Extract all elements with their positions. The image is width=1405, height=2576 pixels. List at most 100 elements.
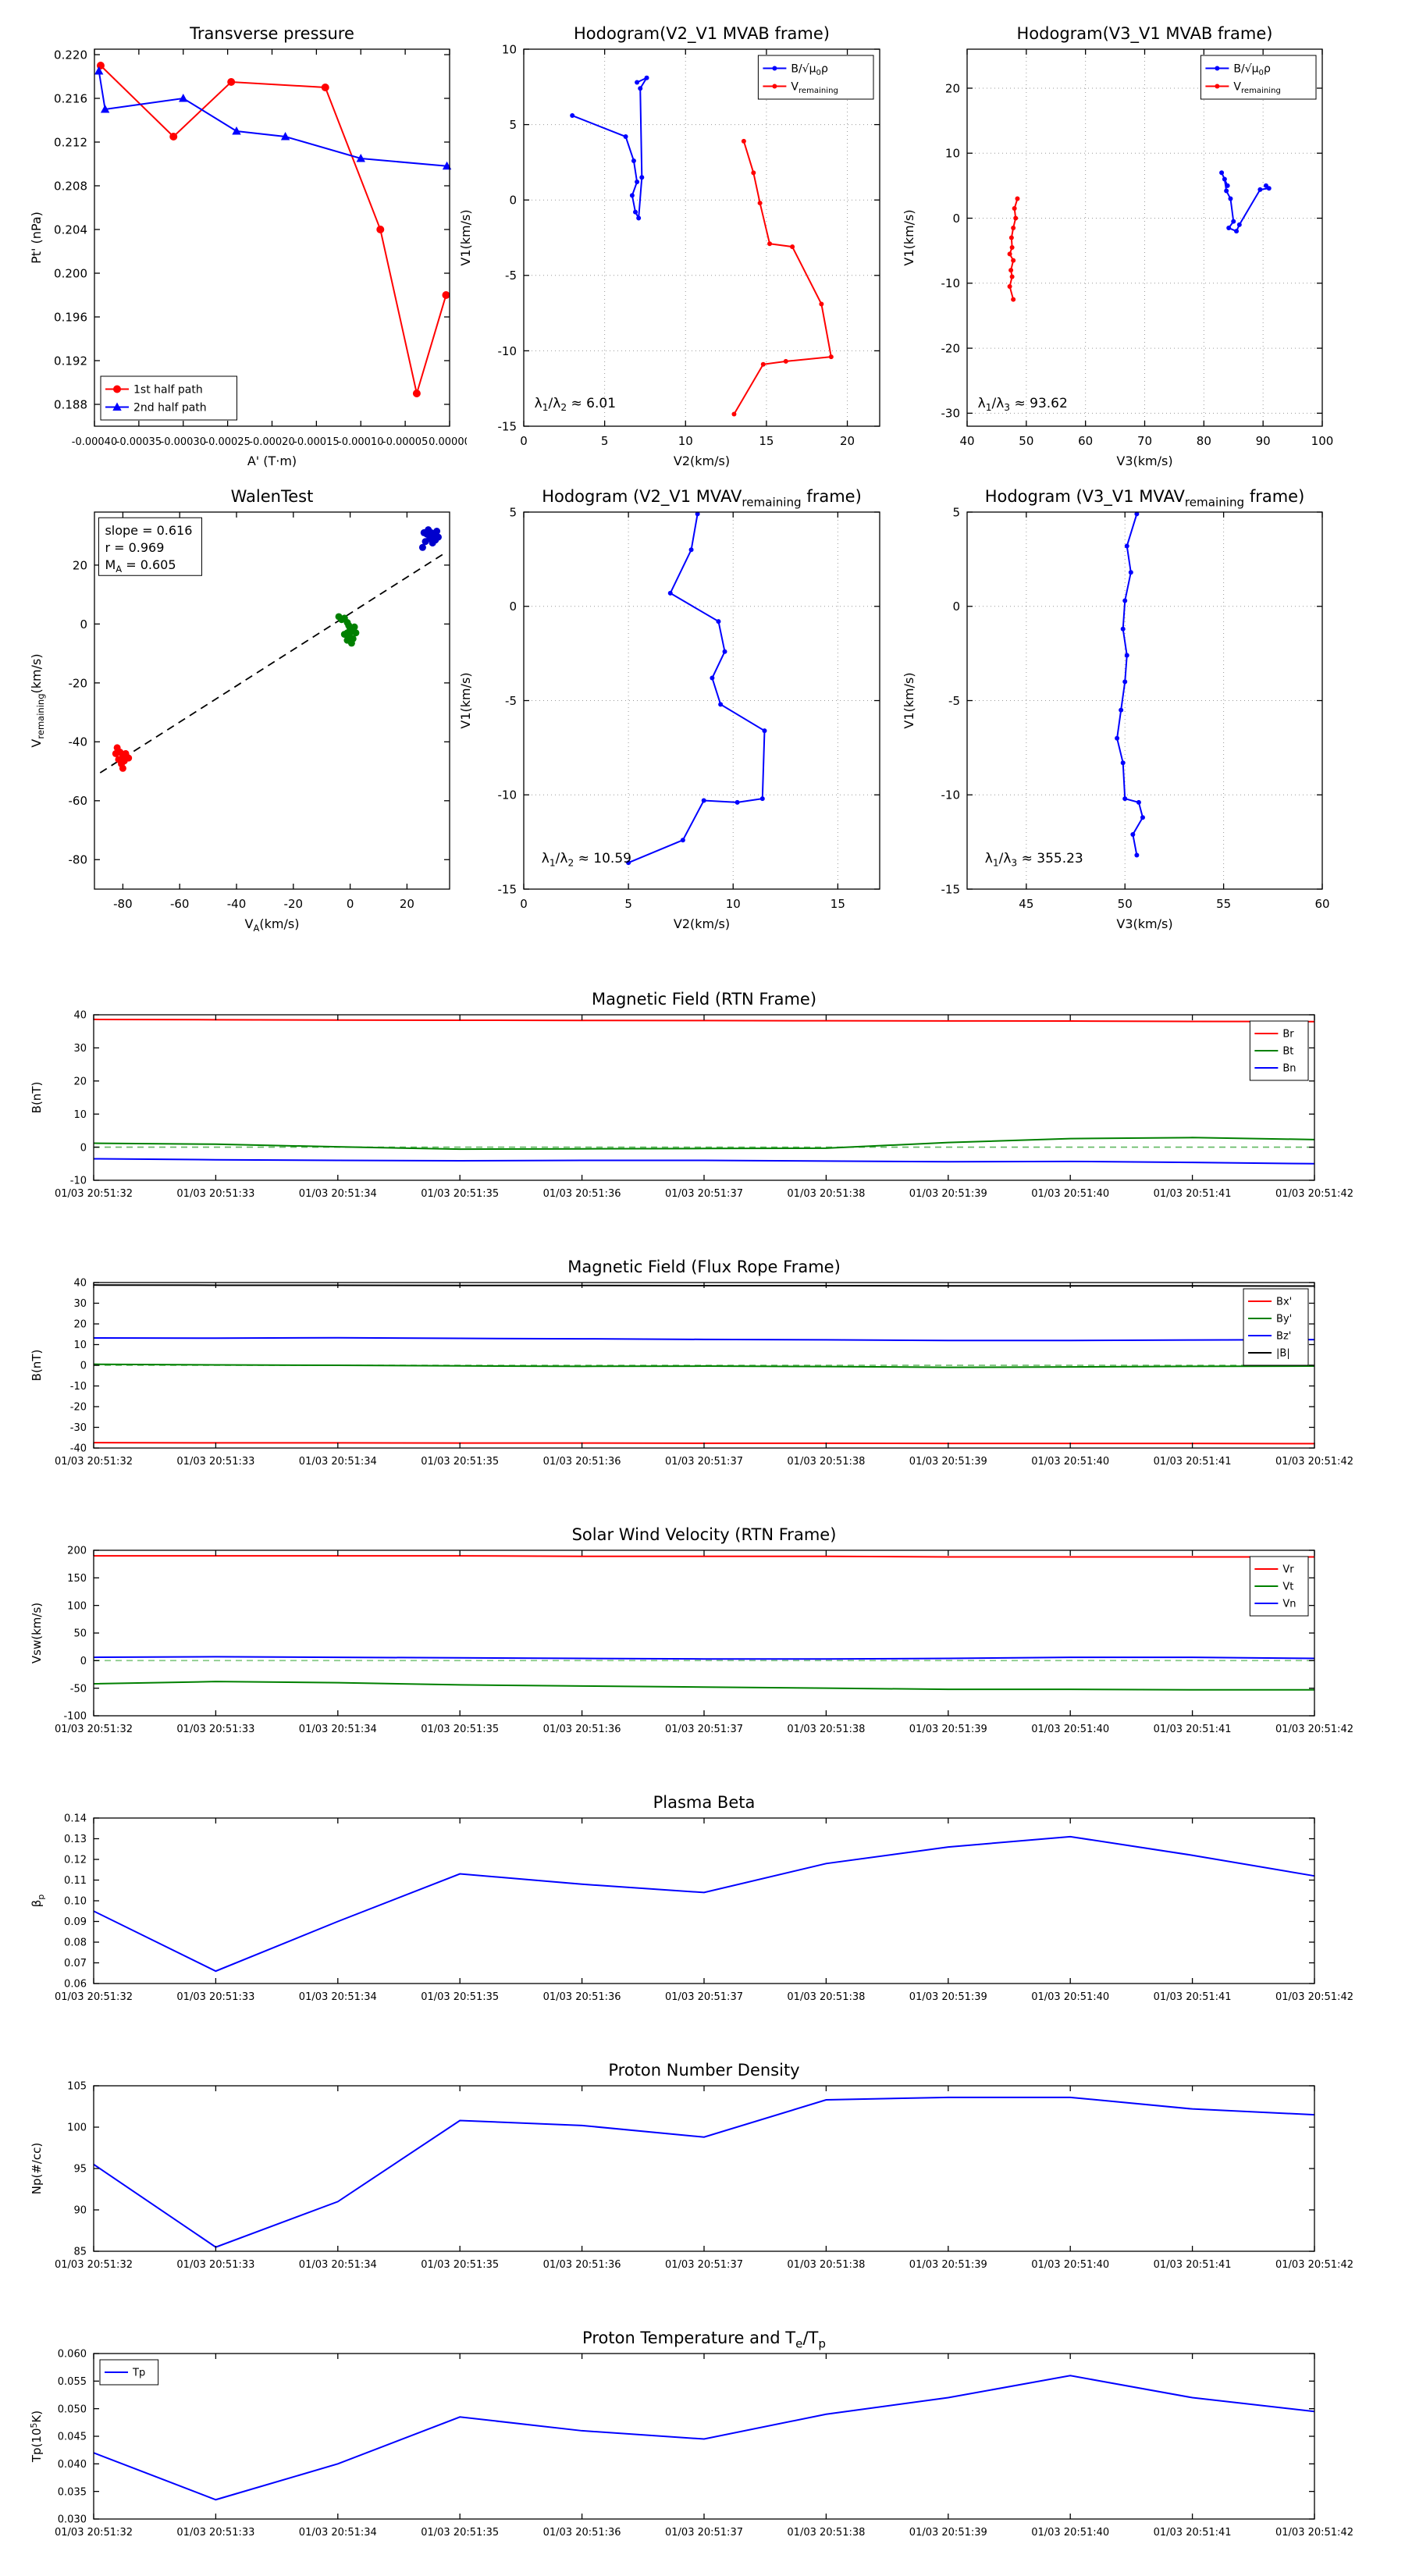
svg-text:01/03 20:51:34: 01/03 20:51:34: [299, 1188, 377, 1200]
svg-text:20: 20: [73, 558, 87, 572]
svg-text:0.07: 0.07: [64, 1958, 87, 1969]
svg-text:Hodogram(V3_V1 MVAB frame): Hodogram(V3_V1 MVAB frame): [1017, 24, 1273, 44]
svg-text:0.11: 0.11: [64, 1875, 87, 1887]
svg-text:20: 20: [73, 1076, 87, 1087]
svg-text:λ1​/λ3​ ≈ 355.23: λ1​/λ3​ ≈ 355.23: [985, 851, 1083, 868]
svg-text:-15: -15: [941, 882, 961, 896]
svg-text:-0.00035: -0.00035: [116, 436, 162, 448]
svg-text:20: 20: [945, 81, 960, 95]
svg-text:Hodogram(V2_V1 MVAB frame): Hodogram(V2_V1 MVAB frame): [574, 24, 830, 44]
svg-text:01/03 20:51:36: 01/03 20:51:36: [543, 1456, 621, 1468]
svg-text:01/03 20:51:34: 01/03 20:51:34: [299, 2259, 377, 2271]
svg-text:10: 10: [73, 1109, 87, 1121]
svg-text:0.040: 0.040: [58, 2459, 87, 2471]
svg-text:-100: -100: [63, 1711, 87, 1723]
svg-text:-80: -80: [69, 853, 88, 867]
svg-text:5: 5: [509, 505, 517, 519]
svg-text:0.212: 0.212: [54, 135, 87, 149]
svg-text:-5: -5: [505, 269, 517, 283]
svg-text:01/03 20:51:40: 01/03 20:51:40: [1031, 2527, 1109, 2539]
svg-text:0: 0: [952, 600, 960, 614]
chart-proton-temperature: 01/03 20:51:32 01/03 20:51:33 01/03 20:51:…: [0, 2322, 1405, 2546]
svg-text:B(nT): B(nT): [30, 1082, 44, 1114]
svg-text:01/03 20:51:35: 01/03 20:51:35: [421, 1724, 499, 1735]
svg-text:-15: -15: [498, 419, 518, 433]
svg-text:0.045: 0.045: [58, 2432, 87, 2443]
svg-text:Bz': Bz': [1276, 1331, 1291, 1343]
svg-text:-20: -20: [69, 676, 88, 690]
svg-text:Vt: Vt: [1282, 1582, 1293, 1593]
svg-text:01/03 20:51:36: 01/03 20:51:36: [543, 1724, 621, 1735]
svg-text:01/03 20:51:42: 01/03 20:51:42: [1275, 1724, 1353, 1735]
svg-text:-10: -10: [498, 788, 518, 802]
svg-text:01/03 20:51:38: 01/03 20:51:38: [787, 1991, 865, 2003]
svg-text:200: 200: [67, 1546, 87, 1557]
svg-text:30: 30: [73, 1298, 87, 1310]
svg-text:2nd half path: 2nd half path: [133, 402, 207, 415]
svg-text:B/√μ0​ρ: B/√μ0​ρ: [791, 63, 828, 78]
svg-text:01/03 20:51:37: 01/03 20:51:37: [665, 1188, 743, 1200]
svg-text:-15: -15: [498, 882, 518, 896]
svg-text:MA​ = 0.605: MA​ = 0.605: [105, 557, 176, 575]
svg-text:Magnetic Field (Flux Rope Fram: Magnetic Field (Flux Rope Frame): [567, 1258, 841, 1276]
svg-text:-5: -5: [948, 694, 960, 708]
svg-text:5: 5: [952, 505, 960, 519]
svg-text:01/03 20:51:41: 01/03 20:51:41: [1154, 1456, 1232, 1468]
svg-text:Vr: Vr: [1282, 1564, 1294, 1576]
svg-text:01/03 20:51:42: 01/03 20:51:42: [1275, 1188, 1353, 1200]
svg-text:By': By': [1276, 1314, 1292, 1325]
svg-text:-10: -10: [70, 1381, 87, 1393]
svg-text:VA​(km/s): VA​(km/s): [245, 916, 300, 934]
svg-text:-0.00040: -0.00040: [72, 436, 117, 448]
svg-text:0.200: 0.200: [54, 266, 87, 280]
svg-text:01/03 20:51:35: 01/03 20:51:35: [421, 2259, 499, 2271]
svg-text:0.055: 0.055: [58, 2376, 87, 2388]
chart-hodogram-v3v1-mvab: 40 50 60 70 80 90 100 -30 -20 -10 0 10 20 Hodogram(V3…: [893, 14, 1339, 475]
svg-text:01/03 20:51:33: 01/03 20:51:33: [176, 1188, 254, 1200]
svg-text:V1(km/s): V1(km/s): [458, 209, 473, 265]
svg-text:V3(km/s): V3(km/s): [1116, 916, 1172, 931]
svg-text:-10: -10: [941, 788, 961, 802]
svg-text:01/03 20:51:32: 01/03 20:51:32: [55, 1456, 133, 1468]
svg-text:-40: -40: [227, 897, 247, 911]
svg-text:Bt: Bt: [1282, 1046, 1293, 1058]
svg-text:01/03 20:51:42: 01/03 20:51:42: [1275, 2259, 1353, 2271]
svg-text:0: 0: [520, 434, 528, 448]
svg-text:5: 5: [509, 118, 517, 132]
svg-text:0.204: 0.204: [54, 222, 87, 237]
svg-text:20: 20: [840, 434, 855, 448]
svg-text:01/03 20:51:37: 01/03 20:51:37: [665, 1456, 743, 1468]
svg-text:Tp: Tp: [132, 2368, 145, 2379]
svg-text:0.030: 0.030: [58, 2514, 87, 2526]
svg-text:01/03 20:51:41: 01/03 20:51:41: [1154, 1724, 1232, 1735]
svg-text:|B|: |B|: [1276, 1348, 1290, 1360]
svg-text:01/03 20:51:36: 01/03 20:51:36: [543, 2259, 621, 2271]
svg-text:105: 105: [67, 2081, 87, 2093]
svg-text:5: 5: [624, 897, 632, 911]
svg-text:λ1​/λ2​ ≈ 10.59: λ1​/λ2​ ≈ 10.59: [542, 851, 631, 868]
svg-text:01/03 20:51:35: 01/03 20:51:35: [421, 2527, 499, 2539]
svg-text:-60: -60: [170, 897, 190, 911]
svg-text:0: 0: [520, 897, 528, 911]
svg-text:01/03 20:51:39: 01/03 20:51:39: [909, 2527, 987, 2539]
svg-text:-0.00005: -0.00005: [382, 436, 428, 448]
svg-text:V1(km/s): V1(km/s): [902, 672, 916, 728]
svg-text:Vsw(km/s): Vsw(km/s): [30, 1603, 44, 1663]
svg-text:20: 20: [73, 1319, 87, 1331]
svg-text:45: 45: [1019, 897, 1033, 911]
svg-text:0.12: 0.12: [64, 1855, 87, 1866]
svg-text:01/03 20:51:34: 01/03 20:51:34: [299, 1991, 377, 2003]
svg-text:0.10: 0.10: [64, 1896, 87, 1908]
svg-text:01/03 20:51:35: 01/03 20:51:35: [421, 1991, 499, 2003]
svg-text:15: 15: [759, 434, 774, 448]
svg-text:Proton Number Density: Proton Number Density: [608, 2061, 799, 2080]
svg-text:50: 50: [73, 1628, 87, 1640]
svg-text:-80: -80: [113, 897, 133, 911]
svg-text:λ1​/λ3​ ≈ 93.62: λ1​/λ3​ ≈ 93.62: [978, 396, 1068, 413]
svg-text:0: 0: [80, 1361, 87, 1372]
svg-text:01/03 20:51:33: 01/03 20:51:33: [176, 1724, 254, 1735]
svg-text:0.08: 0.08: [64, 1937, 87, 1949]
svg-text:Tp(105​K): Tp(105​K): [29, 2411, 44, 2463]
svg-text:Pt' (nPa): Pt' (nPa): [29, 212, 44, 264]
svg-text:0.050: 0.050: [58, 2403, 87, 2415]
